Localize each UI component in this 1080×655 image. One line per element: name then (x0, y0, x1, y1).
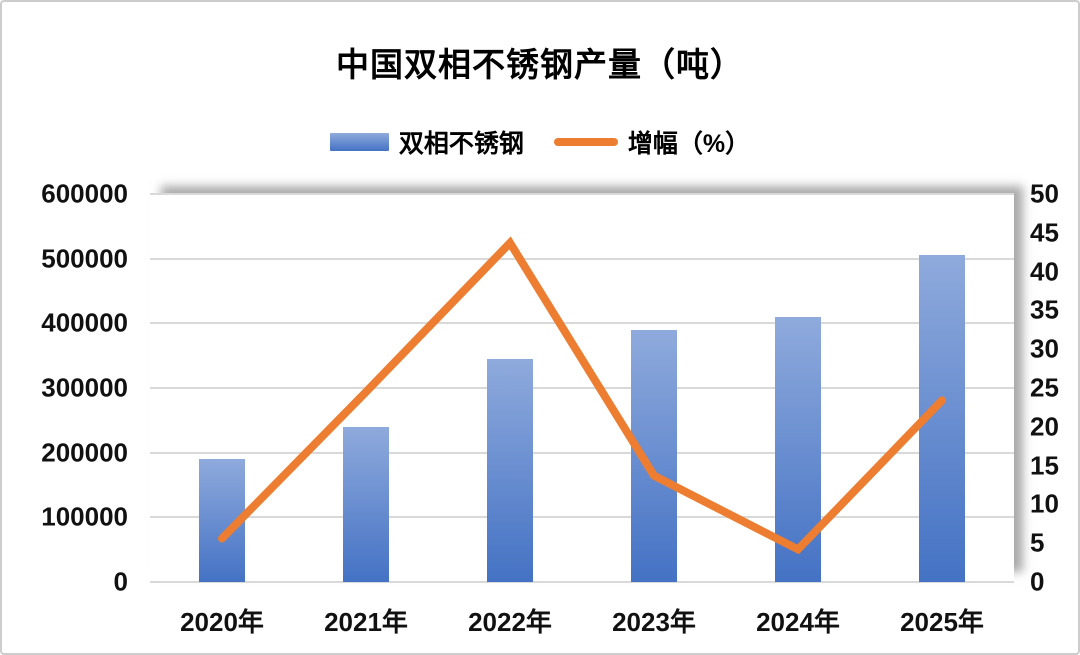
x-axis-label-2024: 2024年 (756, 607, 840, 637)
y-axis-right-tick: 35 (1030, 294, 1059, 325)
y-axis-left-tick: 300000 (41, 372, 128, 403)
y-axis-left-tick: 600000 (41, 178, 128, 209)
x-axis-label-2025: 2025年 (900, 607, 984, 637)
y-axis-right-tick: 5 (1030, 527, 1045, 558)
y-axis-left-tick: 100000 (41, 501, 128, 532)
y-axis-right-tick: 15 (1030, 450, 1059, 481)
x-axis-label-2021: 2021年 (324, 607, 408, 637)
gridline (150, 387, 1014, 389)
y-axis-right-tick: 45 (1030, 217, 1059, 248)
y-axis-left-tick: 400000 (41, 307, 128, 338)
y-axis-right-tick: 0 (1030, 566, 1045, 597)
x-axis: 2020年 2021年 2022年 2023年 2024年 2025年 (150, 602, 1014, 638)
x-axis-label-2022: 2022年 (468, 607, 552, 637)
chart-title: 中国双相不锈钢产量（吨） (336, 46, 744, 83)
x-axis-label-2023: 2023年 (612, 607, 696, 637)
growth-line (218, 236, 946, 555)
y-axis-left-tick: 500000 (41, 243, 128, 274)
y-axis-left: 600000 500000 400000 300000 200000 100000 0 (2, 179, 134, 597)
plot-area (150, 193, 1014, 583)
gridline (150, 193, 1014, 195)
bar-series-legend-label: 双相不锈钢 (398, 130, 524, 158)
line-series-swatch-icon (553, 138, 618, 146)
gridline (150, 257, 1014, 260)
gridline (150, 581, 1014, 583)
y-axis-right-tick: 10 (1030, 488, 1059, 519)
gridline (150, 322, 1014, 325)
line-series-legend-label: 增幅（%） (627, 130, 751, 158)
y-axis-right-tick: 25 (1030, 372, 1059, 403)
bar-series-swatch-icon (329, 133, 389, 151)
gridline (150, 516, 1014, 519)
y-axis-right-tick: 50 (1030, 178, 1059, 209)
y-axis-right-tick: 30 (1030, 333, 1059, 364)
y-axis-right-tick: 40 (1030, 256, 1059, 287)
y-axis-left-tick: 0 (113, 566, 128, 597)
x-axis-label-2020: 2020年 (180, 607, 264, 637)
y-axis-right-tick: 20 (1030, 411, 1059, 442)
bar-2021 (343, 426, 389, 582)
y-axis-right: 50 45 40 35 30 25 20 15 10 5 0 (1030, 179, 1078, 597)
chart-legend: 双相不锈钢 增幅（%） (2, 126, 1078, 158)
bar-2022 (487, 358, 533, 582)
y-axis-left-tick: 200000 (41, 437, 128, 468)
gridline (150, 451, 1014, 454)
